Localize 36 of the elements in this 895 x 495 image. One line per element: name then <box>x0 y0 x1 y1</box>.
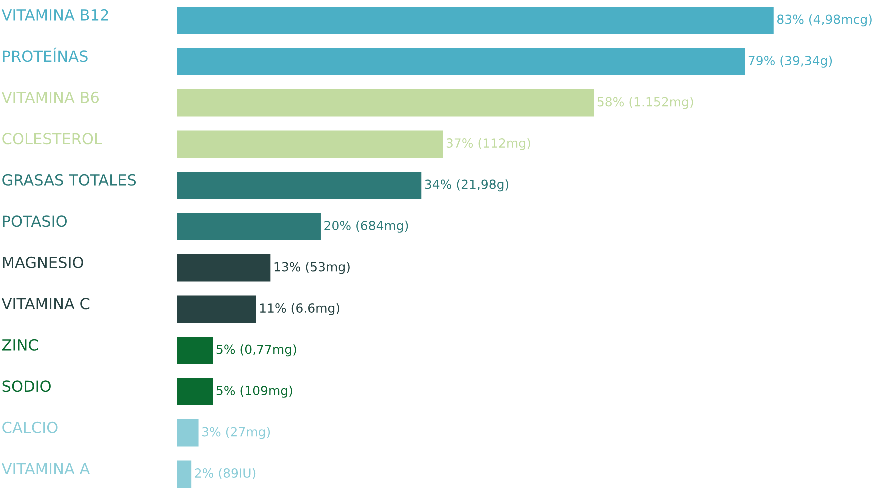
bar <box>177 254 271 282</box>
bar <box>177 172 422 200</box>
bar <box>177 90 594 117</box>
y-tick-label: MAGNESIO <box>3 256 84 268</box>
bar <box>177 337 214 364</box>
y-tick-label: GRASAS TOTALES <box>2 174 136 186</box>
y-tick-label: POTASIO <box>3 216 67 228</box>
data-label: 83% (4,98mcg) <box>778 14 872 27</box>
data-label: 13% (53mg) <box>274 262 350 274</box>
y-tick-label: VITAMINA A <box>2 463 90 474</box>
bar <box>177 420 199 447</box>
data-label: 3% (27mg) <box>202 427 270 440</box>
data-label: 37% (112mg) <box>446 138 530 150</box>
y-tick-label: VITAMINA B12 <box>2 9 108 21</box>
y-tick-label: VITAMINA C <box>2 298 90 310</box>
data-label: 79% (39,34g) <box>748 56 832 68</box>
y-tick-label: VITAMINA B6 <box>2 92 100 104</box>
data-label: 58% (1.152mg) <box>598 97 694 110</box>
data-label: 11% (6.6mg) <box>260 303 340 316</box>
y-tick-label: PROTEÍNAS <box>3 48 88 62</box>
data-label: 2% (89IU) <box>195 468 256 480</box>
data-label: 20% (684mg) <box>324 220 408 233</box>
bar <box>177 296 256 323</box>
bar <box>177 378 214 406</box>
bar <box>177 213 321 240</box>
data-label: 5% (0,77mg) <box>216 344 296 357</box>
y-tick-label: COLESTEROL <box>2 133 102 145</box>
data-label: 5% (109mg) <box>216 386 292 398</box>
bar <box>177 7 774 34</box>
y-tick-label: SODIO <box>2 380 51 392</box>
bar <box>177 130 444 158</box>
bar <box>177 460 192 488</box>
y-tick-label: CALCIO <box>2 422 58 434</box>
bar <box>177 48 746 76</box>
data-label: 34% (21,98g) <box>425 180 509 192</box>
y-tick-label: ZINC <box>2 339 38 351</box>
